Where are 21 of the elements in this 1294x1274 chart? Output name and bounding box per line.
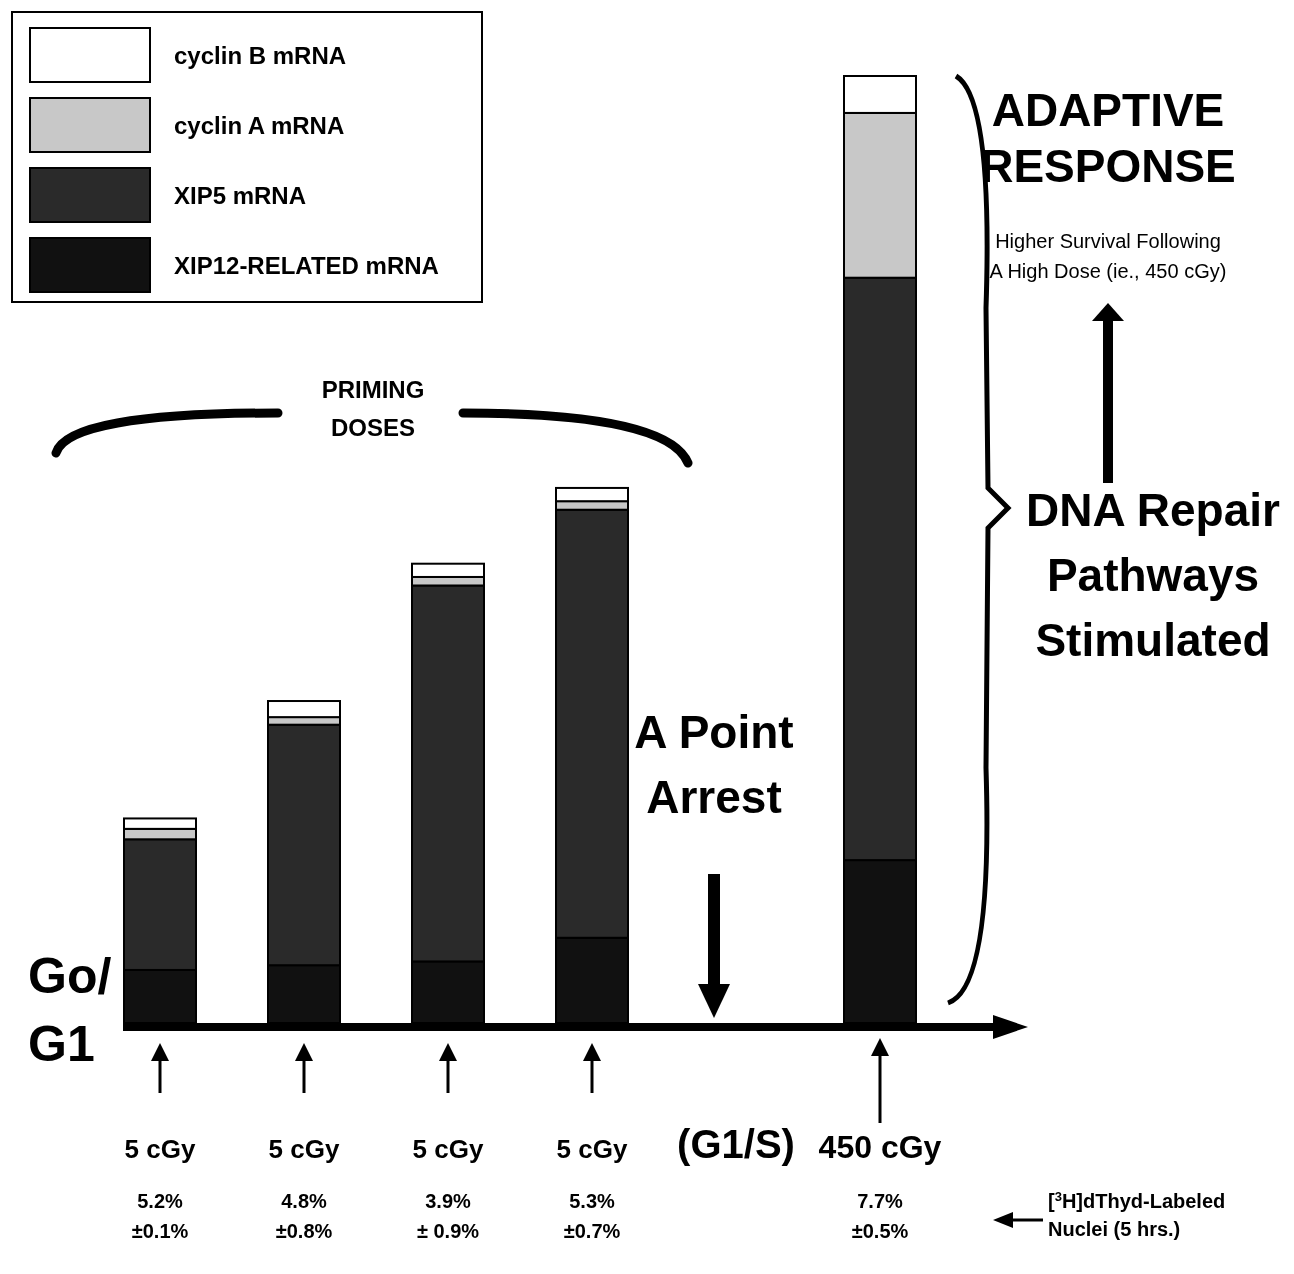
text: Higher Survival Following A High Dose (ie., 450 cGy) xyxy=(989,230,1227,282)
text: [$^{3}$H]dThyd-Labeled Nuclei (5 hrs.) xyxy=(1048,1188,1226,1240)
legend-label: XIP12-RELATED mRNA xyxy=(174,252,439,279)
x-tick-label: 450 cGy xyxy=(818,1129,942,1165)
text: 5.2% ±0.1% xyxy=(131,1190,189,1242)
text: 5.3% ±0.7% xyxy=(563,1190,621,1242)
text: 7.7% ±0.5% xyxy=(851,1190,909,1242)
x-tick-label: (G1/S) xyxy=(677,1122,795,1166)
legend-label: cyclin B mRNA xyxy=(174,42,347,69)
annotation: Go/ G1 xyxy=(28,948,112,1072)
text: 4.8% ±0.8% xyxy=(275,1190,333,1242)
x-tick-label: 5 cGy xyxy=(412,1134,484,1164)
text: DNA Repair Pathways Stimulated xyxy=(1026,484,1281,666)
x-tick-label: 5 cGy xyxy=(124,1134,196,1164)
annotation: PRIMING DOSES xyxy=(321,376,425,441)
legend-label: cyclin A mRNA xyxy=(174,112,345,139)
x-tick-label: 5 cGy xyxy=(268,1134,340,1164)
annotation: A Point Arrest xyxy=(634,706,794,823)
x-tick-label: 5 cGy xyxy=(556,1134,628,1164)
legend-label: XIP5 mRNA xyxy=(174,182,307,209)
text: 3.9% ± 0.9% xyxy=(416,1190,480,1242)
